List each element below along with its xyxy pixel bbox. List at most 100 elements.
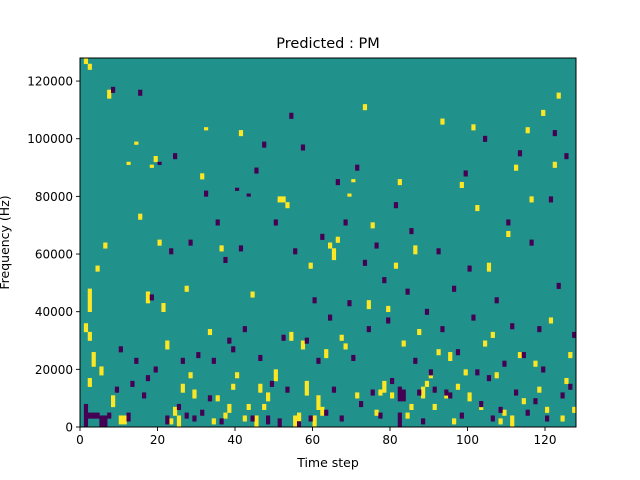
high-value-cell xyxy=(467,392,472,396)
low-value-cell xyxy=(83,409,89,413)
low-value-cell xyxy=(153,366,158,370)
low-value-cell xyxy=(397,421,402,425)
low-value-cell xyxy=(142,395,147,399)
low-value-cell xyxy=(502,360,507,364)
low-value-cell xyxy=(397,412,402,416)
high-value-cell xyxy=(111,401,116,405)
low-value-cell xyxy=(207,395,213,399)
high-value-cell xyxy=(138,213,143,217)
high-value-cell xyxy=(452,418,457,422)
high-value-cell xyxy=(552,161,557,165)
low-value-cell xyxy=(99,418,104,422)
high-value-cell xyxy=(149,164,154,168)
low-value-cell xyxy=(440,326,445,330)
low-value-cell xyxy=(111,86,116,91)
low-value-cell xyxy=(564,156,569,160)
low-value-cell xyxy=(320,233,325,238)
high-value-cell xyxy=(289,331,294,336)
x-tick-label: 80 xyxy=(382,433,397,447)
low-value-cell xyxy=(517,153,523,157)
low-value-cell xyxy=(200,412,205,416)
high-value-cell xyxy=(266,395,271,399)
low-value-cell xyxy=(173,156,178,160)
low-value-cell xyxy=(246,193,251,197)
high-value-cell xyxy=(510,421,515,425)
low-value-cell xyxy=(200,409,205,413)
high-value-cell xyxy=(215,395,220,399)
y-tick-label: 0 xyxy=(65,421,73,435)
low-value-cell xyxy=(401,389,406,393)
low-value-cell xyxy=(351,354,356,359)
high-value-cell xyxy=(347,193,352,197)
high-value-cell xyxy=(397,181,402,186)
high-value-cell xyxy=(192,392,197,396)
low-value-cell xyxy=(397,389,402,393)
high-value-cell xyxy=(552,164,557,168)
high-value-cell xyxy=(486,262,492,266)
high-value-cell xyxy=(83,326,89,330)
low-value-cell xyxy=(238,248,244,252)
low-value-cell xyxy=(153,369,158,373)
low-value-cell xyxy=(308,418,313,422)
low-value-cell xyxy=(266,415,271,419)
high-value-cell xyxy=(87,380,92,385)
high-value-cell xyxy=(320,409,325,413)
high-value-cell xyxy=(103,242,108,246)
x-tick-label: 120 xyxy=(534,433,557,447)
high-value-cell xyxy=(382,386,387,390)
low-value-cell xyxy=(467,265,472,269)
low-value-cell xyxy=(490,415,495,419)
high-value-cell xyxy=(138,216,143,220)
high-value-cell xyxy=(273,372,278,376)
high-value-cell xyxy=(207,331,213,336)
low-value-cell xyxy=(238,245,244,249)
high-value-cell xyxy=(281,199,286,203)
high-value-cell xyxy=(362,104,368,108)
high-value-cell xyxy=(335,239,340,243)
high-value-cell xyxy=(517,352,523,356)
high-value-cell xyxy=(297,412,302,416)
high-value-cell xyxy=(331,256,337,261)
high-value-cell xyxy=(200,176,205,180)
low-value-cell xyxy=(277,418,282,422)
low-value-cell xyxy=(118,349,123,353)
low-value-cell xyxy=(479,403,484,408)
high-value-cell xyxy=(506,233,511,238)
low-value-cell xyxy=(525,412,530,416)
high-value-cell xyxy=(490,331,495,336)
low-value-cell xyxy=(335,181,340,186)
x-tick-label: 20 xyxy=(150,433,165,447)
low-value-cell xyxy=(428,369,433,373)
low-value-cell xyxy=(393,205,399,209)
low-value-cell xyxy=(498,409,503,413)
high-value-cell xyxy=(153,156,158,160)
high-value-cell xyxy=(471,124,476,128)
low-value-cell xyxy=(231,346,236,350)
low-value-cell xyxy=(455,349,461,353)
low-value-cell xyxy=(463,170,468,174)
y-tick-label: 100000 xyxy=(27,132,73,146)
low-value-cell xyxy=(486,375,492,379)
high-value-cell xyxy=(95,268,100,272)
high-value-cell xyxy=(541,109,546,114)
low-value-cell xyxy=(537,326,542,330)
low-value-cell xyxy=(560,392,565,396)
low-value-cell xyxy=(401,398,406,402)
low-value-cell xyxy=(157,161,162,165)
high-value-cell xyxy=(122,415,127,419)
y-tick-label: 120000 xyxy=(27,75,73,89)
low-value-cell xyxy=(215,222,220,226)
low-value-cell xyxy=(83,418,89,422)
low-value-cell xyxy=(111,89,116,93)
high-value-cell xyxy=(362,107,368,111)
high-value-cell xyxy=(390,392,395,396)
high-value-cell xyxy=(91,354,96,359)
high-value-cell xyxy=(304,383,309,387)
high-value-cell xyxy=(304,389,309,393)
high-value-cell xyxy=(304,380,309,385)
low-value-cell xyxy=(281,334,286,338)
low-value-cell xyxy=(339,418,344,422)
low-value-cell xyxy=(83,421,89,425)
low-value-cell xyxy=(370,389,375,393)
high-value-cell xyxy=(111,403,116,408)
